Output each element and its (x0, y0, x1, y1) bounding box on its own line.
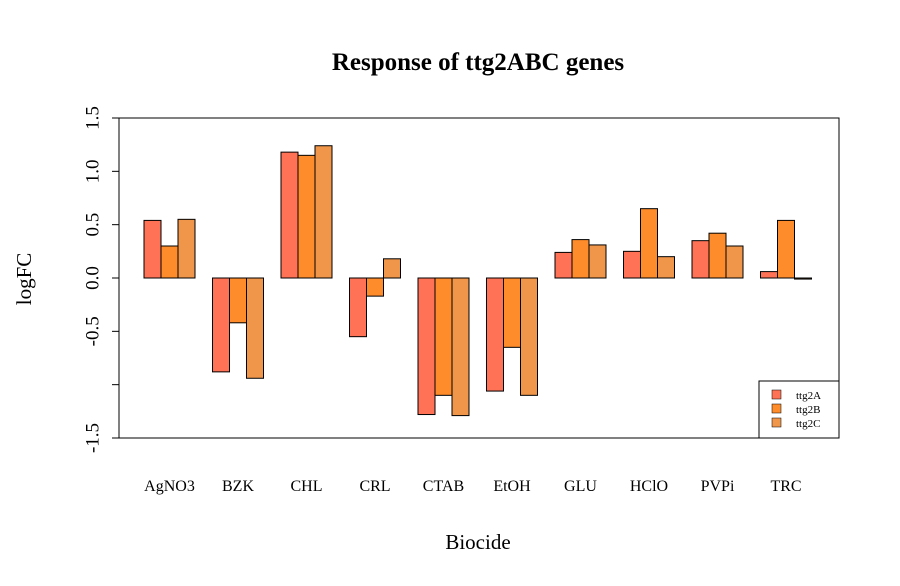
bar-ttg2B-PVPi (708, 232, 727, 279)
bar-ttg2A-BZK (212, 277, 230, 373)
x-tick-label: TRC (770, 478, 801, 495)
bar-ttg2C-BZK (246, 277, 264, 379)
y-tick-label: 0.0 (83, 266, 104, 290)
legend-label-ttg2A: ttg2A (796, 390, 821, 402)
x-tick-label: CRL (359, 478, 390, 495)
bar-ttg2C-TRC (794, 277, 812, 280)
x-tick-label: GLU (564, 478, 597, 495)
bar-ttg2C-AgNO3 (177, 218, 196, 279)
bar-ttg2C-CRL (383, 258, 401, 279)
bar-ttg2A-CHL (280, 151, 299, 279)
bar-ttg2B-GLU (571, 239, 590, 279)
bar-ttg2A-CRL (349, 277, 367, 338)
legend-label-ttg2B: ttg2B (796, 404, 820, 416)
bar-ttg2B-EtOH (503, 277, 521, 348)
x-tick-label: BZK (222, 478, 254, 495)
bar-ttg2C-GLU (588, 244, 607, 279)
bar-ttg2C-CHL (314, 145, 333, 279)
y-tick-label: 1.5 (83, 106, 104, 130)
legend-swatch-ttg2A (771, 389, 782, 400)
x-tick-label: CTAB (423, 478, 464, 495)
bar-ttg2A-AgNO3 (143, 219, 162, 279)
bar-ttg2A-CTAB (417, 277, 436, 416)
y-axis: -1.5 -0.5 0.0 0.5 1.0 1.5 (83, 106, 120, 453)
bar-ttg2B-AgNO3 (160, 245, 179, 279)
bar-ttg2A-GLU (554, 251, 573, 279)
bar-ttg2C-CTAB (451, 277, 470, 417)
bar-ttg2A-EtOH (486, 277, 504, 392)
bar-ttg2A-TRC (760, 271, 778, 279)
bar-ttg2C-EtOH (520, 277, 538, 396)
bar-ttg2C-HClO (657, 256, 675, 279)
bar-ttg2B-CHL (297, 154, 316, 279)
bar-ttg2B-HClO (640, 208, 658, 279)
y-tick-label: -0.5 (83, 316, 104, 346)
bar-ttg2C-PVPi (725, 245, 744, 279)
y-axis-title: logFC (12, 253, 36, 306)
y-tick-label: -1.5 (83, 423, 104, 453)
legend-swatch-ttg2C (771, 417, 782, 428)
bar-ttg2A-HClO (623, 250, 641, 279)
legend-swatch-ttg2B (771, 403, 782, 414)
bar-ttg2B-BZK (229, 277, 247, 324)
x-tick-label: AgNO3 (144, 478, 195, 495)
x-tick-label: EtOH (493, 478, 531, 495)
x-axis-title: Biocide (445, 530, 510, 554)
bar-ttg2B-CTAB (434, 277, 453, 396)
x-tick-label: PVPi (701, 478, 735, 495)
bar-ttg2A-PVPi (691, 240, 710, 279)
x-tick-label: CHL (291, 478, 323, 495)
legend: ttg2A ttg2B ttg2C (758, 380, 840, 439)
bar-ttg2B-CRL (366, 277, 384, 297)
x-tick-label: HClO (630, 478, 668, 495)
y-tick-label: 0.5 (83, 213, 104, 237)
legend-label-ttg2C: ttg2C (796, 418, 820, 430)
y-tick-label: 1.0 (83, 159, 104, 183)
x-axis-labels: AgNO3 BZK CHL CRL CTAB EtOH GLU HClO PVPi TRC (144, 478, 801, 495)
chart-title: Response of ttg2ABC genes (332, 49, 625, 76)
bars-group (143, 145, 812, 417)
bar-ttg2B-TRC (777, 219, 795, 279)
